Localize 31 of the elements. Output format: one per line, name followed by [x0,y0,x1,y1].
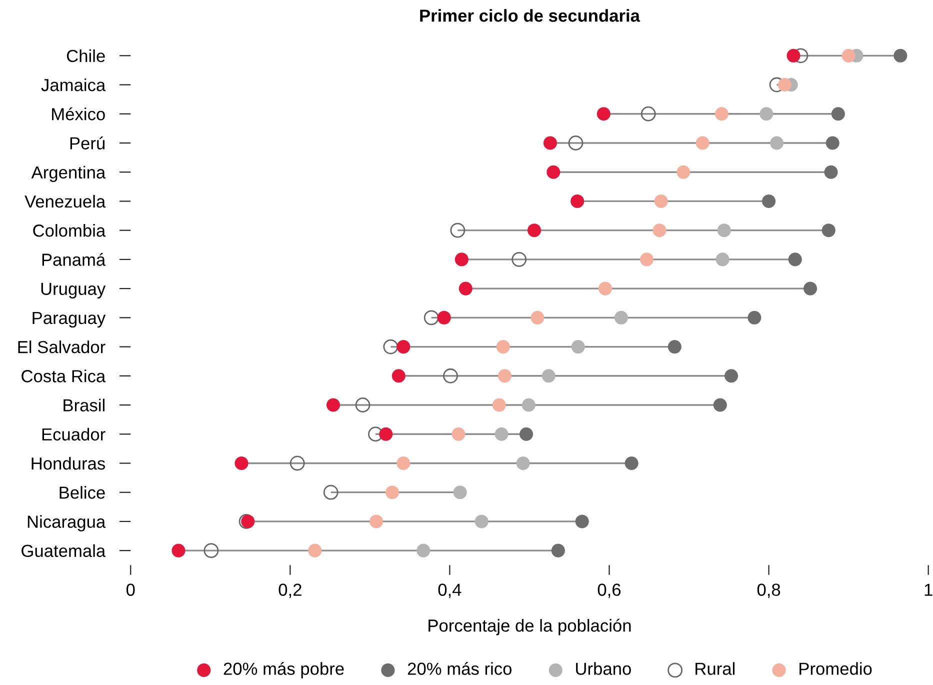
y-tick-label: Nicaragua [28,515,106,532]
y-tick-label: El Salvador [18,340,106,354]
y-tick-label: Guatemala [22,544,106,558]
legend-label: Rural [696,662,734,675]
x-tick-label: 0,2 [278,584,302,598]
y-tick-label: Venezuela [24,194,106,208]
x-tick-label: 0 [126,584,135,596]
x-tick-label: 1 [924,584,932,596]
y-tick-label: Uruguay [41,282,106,298]
y-tick-label: Honduras [32,456,105,470]
chart-title: Primer ciclo de secundaria [420,9,640,22]
x-tick-label: 0,8 [757,584,780,598]
legend-label: Promedio [800,662,872,675]
x-tick-label: 0,6 [598,584,621,598]
legend-label: 20% más pobre [224,662,344,678]
y-tick-label: Perú [70,136,105,150]
y-tick-label: Colombia [33,224,106,237]
y-tick-label: Ecuador [42,428,106,441]
y-tick-label: México [52,107,105,120]
legend-label: Urbano [576,662,631,675]
x-axis-title: Porcentaje de la población [428,618,631,636]
y-tick-label: Panamá [42,252,106,266]
y-tick-label: Costa Rica [22,370,106,382]
y-tick-label: Jamaica [41,78,106,92]
x-tick-label: 0,4 [438,584,462,598]
y-tick-label: Belice [60,486,105,499]
y-tick-label: Brasil [64,398,104,412]
legend-label: 20% más rico [408,662,512,675]
y-tick-label: Paraguay [32,312,106,328]
y-tick-label: Chile [66,49,105,62]
y-tick-label: Argentina [31,166,106,182]
